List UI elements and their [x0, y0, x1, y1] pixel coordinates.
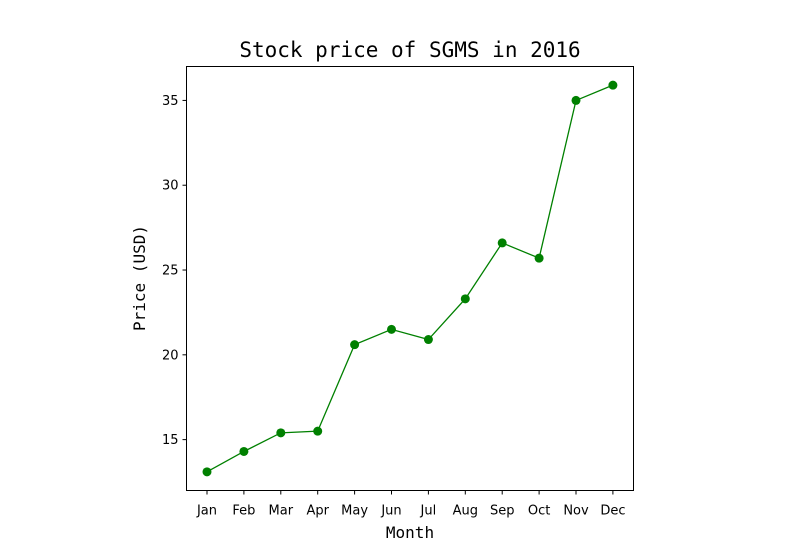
x-tick-label: May [341, 504, 368, 519]
x-axis-ticks: Jan Feb Mar Apr May Jun Jul Aug Sep Oct Nov Dec [196, 490, 625, 519]
data-point [497, 238, 507, 248]
data-point [423, 335, 433, 345]
x-tick-label: Nov [563, 504, 589, 519]
y-tick-label: 30 [162, 179, 179, 194]
y-axis-ticks: 15 20 25 30 35 [162, 94, 187, 448]
x-tick-label: Jul [420, 504, 437, 519]
data-point [239, 446, 249, 456]
x-tick-label: Mar [269, 504, 294, 519]
x-tick-label: Feb [232, 504, 255, 519]
data-point [608, 80, 618, 90]
chart-title: Stock price of SGMS in 2016 [239, 38, 580, 62]
y-tick-label: 15 [162, 433, 179, 448]
y-tick-label: 25 [162, 264, 179, 279]
data-point [350, 340, 360, 350]
y-axis-label: Price (USD) [130, 225, 149, 331]
data-point [534, 253, 544, 263]
x-tick-label: Dec [600, 504, 625, 519]
x-tick-label: Jan [196, 504, 217, 519]
data-point [313, 426, 323, 436]
data-point [202, 467, 212, 477]
y-tick-label: 20 [162, 348, 179, 363]
x-tick-label: Apr [306, 504, 329, 519]
y-tick-label: 35 [162, 94, 179, 109]
data-point [387, 324, 396, 334]
data-point [276, 428, 286, 438]
data-point [571, 95, 581, 105]
x-tick-label: Jun [380, 504, 401, 519]
x-axis-label: Month [386, 523, 434, 542]
series-line [206, 84, 614, 473]
series-points [202, 80, 618, 477]
data-point [460, 294, 470, 304]
x-tick-label: Sep [490, 504, 515, 519]
x-tick-label: Aug [453, 504, 478, 519]
plot-area-frame [186, 66, 634, 491]
x-tick-label: Oct [528, 504, 550, 519]
